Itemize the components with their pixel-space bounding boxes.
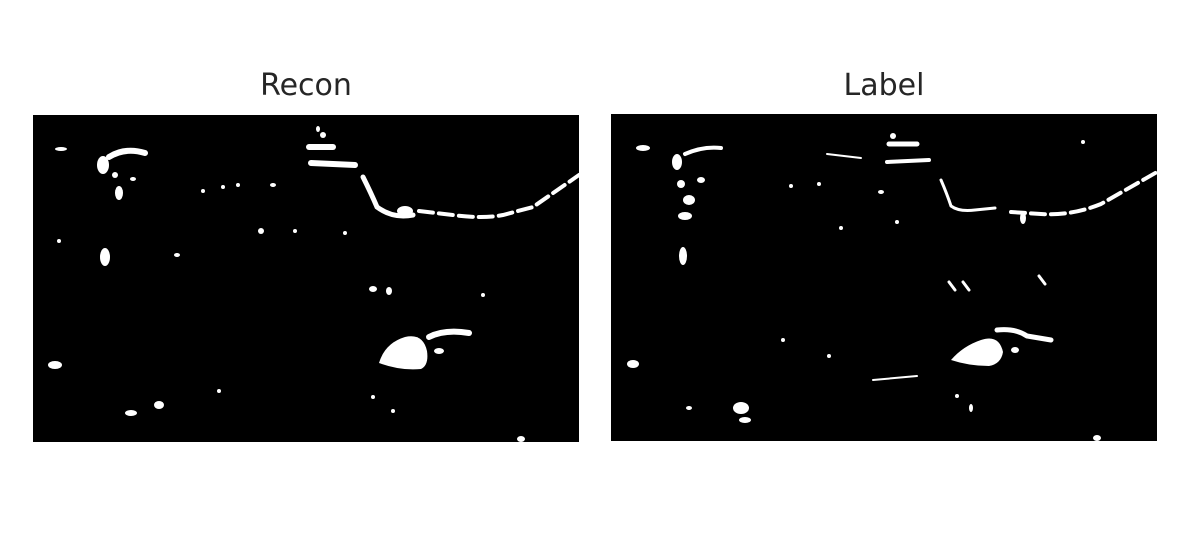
recon-image [33, 115, 579, 442]
label-title: Label [843, 68, 925, 103]
label-image [611, 114, 1157, 441]
recon-title: Recon [260, 68, 352, 103]
recon-mask [48, 126, 579, 442]
label-mask [627, 133, 1157, 441]
